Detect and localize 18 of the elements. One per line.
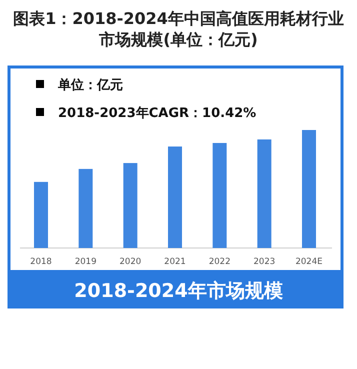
text: 2018-2024年市场规模 bbox=[74, 280, 283, 302]
bar bbox=[168, 146, 182, 248]
bar bbox=[123, 163, 138, 248]
bar bbox=[34, 182, 48, 248]
bar bbox=[212, 142, 227, 248]
text: 单位：亿元 bbox=[57, 77, 123, 93]
x-tick-label: 2022 bbox=[208, 257, 230, 267]
x-tick-label: 2019 bbox=[74, 257, 96, 267]
x-tick-label: 2020 bbox=[120, 257, 142, 267]
x-tick-label: 2023 bbox=[254, 257, 276, 267]
bar bbox=[257, 139, 272, 248]
chart-title: 图表1：2018-2024年中国高值医用耗材行业市场规模(单位：亿元) bbox=[13, 9, 344, 49]
bar bbox=[78, 168, 93, 248]
x-tick-label: 2018 bbox=[30, 257, 52, 267]
x-tick-label: 2024E bbox=[295, 257, 323, 267]
bar bbox=[302, 130, 316, 248]
x-tick-label: 2021 bbox=[164, 257, 186, 267]
text: 2018-2023年CAGR：10.42% bbox=[58, 106, 256, 121]
